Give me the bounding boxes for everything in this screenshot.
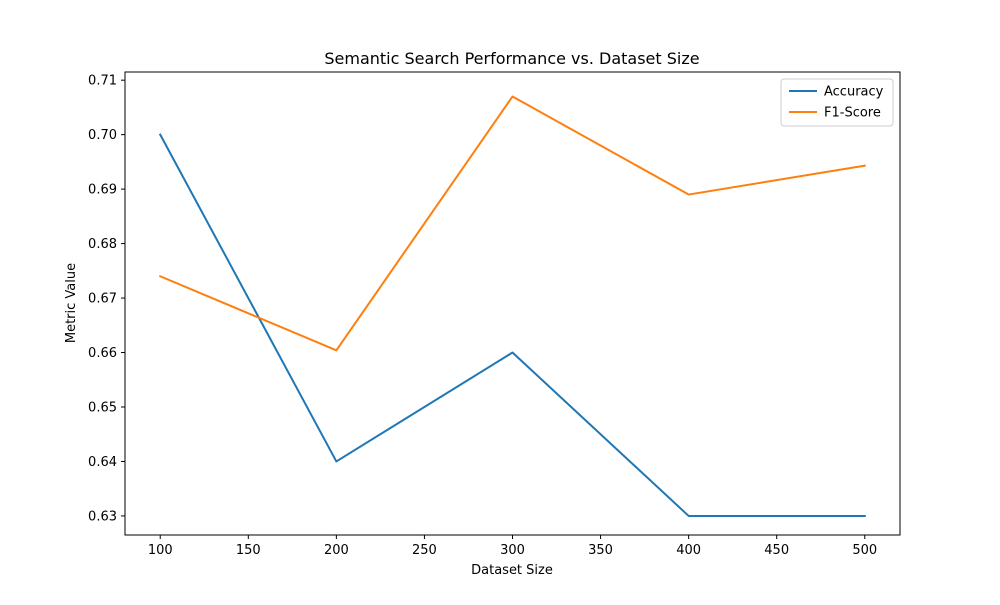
x-tick-label: 150 [236,543,261,558]
x-axis-label: Dataset Size [471,563,553,578]
x-tick-label: 100 [148,543,173,558]
x-tick-label: 250 [412,543,437,558]
chart-title: Semantic Search Performance vs. Dataset … [324,49,699,68]
x-tick-label: 450 [764,543,789,558]
series-line-1 [158,133,866,517]
legend-label: Accuracy [824,85,884,100]
y-tick-label: 0.67 [88,292,117,307]
series-line-2 [158,95,866,352]
y-tick-label: 0.71 [88,74,117,89]
x-tick-label: 350 [588,543,613,558]
y-axis-label: Metric Value [64,263,79,343]
y-tick-label: 0.66 [88,346,117,361]
y-tick-label: 0.70 [88,128,117,143]
x-tick-label: 400 [676,543,701,558]
y-tick-label: 0.68 [88,237,117,252]
y-tick-label: 0.64 [88,455,117,470]
x-tick-label: 300 [500,543,525,558]
x-tick-label: 500 [852,543,877,558]
x-tick-label: 200 [324,543,349,558]
y-tick-label: 0.69 [88,183,117,198]
legend-label: F1-Score [824,106,881,121]
plot-frame [124,71,901,536]
y-tick-label: 0.63 [88,509,117,524]
plot-area: 100 150 200 250 300 350 400 450 500 0.63 0.64 0.65 0… [88,71,901,558]
y-tick-label: 0.65 [88,400,117,415]
